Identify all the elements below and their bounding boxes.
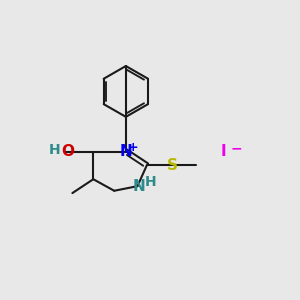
Text: N: N bbox=[132, 178, 145, 194]
Text: S: S bbox=[167, 158, 178, 173]
Text: +: + bbox=[128, 141, 139, 154]
Text: H: H bbox=[145, 175, 156, 188]
Text: N: N bbox=[119, 144, 132, 159]
Text: O: O bbox=[61, 144, 74, 159]
Text: H: H bbox=[49, 143, 61, 157]
Text: I: I bbox=[221, 144, 226, 159]
Text: −: − bbox=[230, 141, 242, 155]
